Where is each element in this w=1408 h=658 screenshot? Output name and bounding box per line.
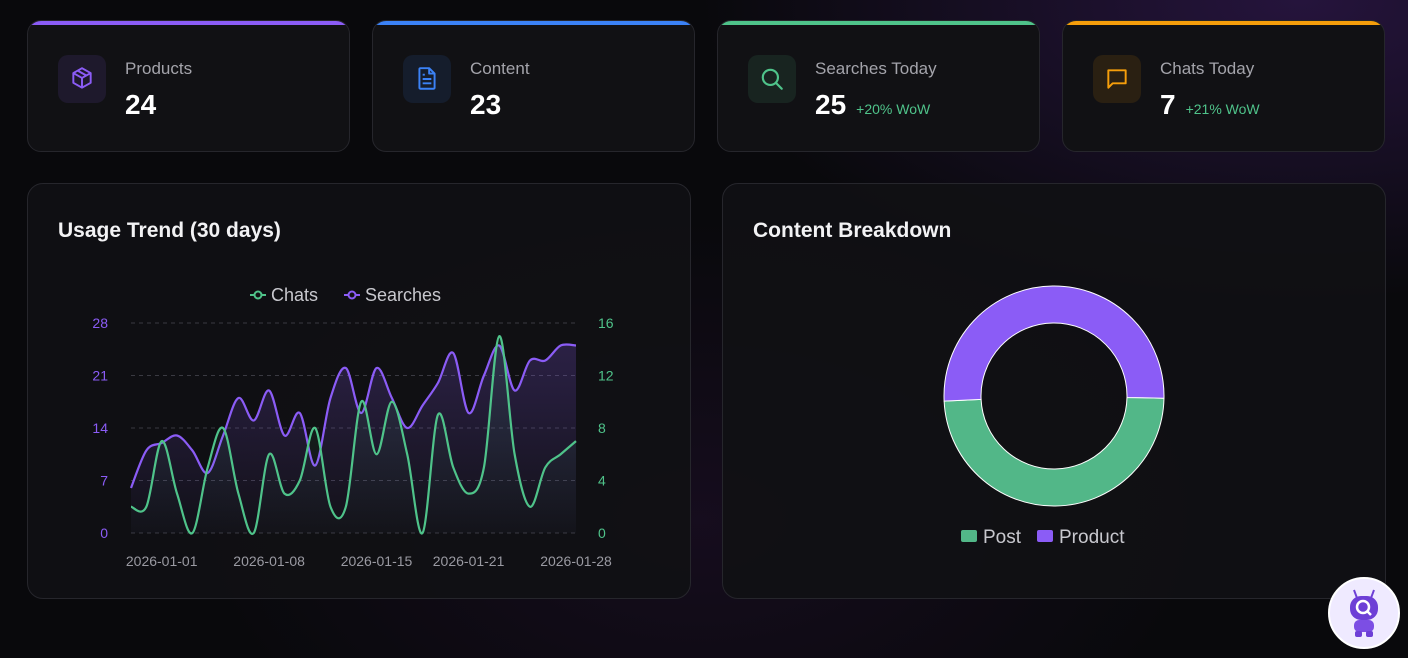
- card-accent-bar: [28, 21, 349, 25]
- legend-marker-icon: [347, 290, 357, 300]
- x-axis-tick: 2026-01-21: [433, 553, 505, 569]
- card-accent-bar: [718, 21, 1039, 25]
- content-breakdown-panel: Content Breakdown Post Product: [722, 183, 1386, 599]
- x-axis-tick: 2026-01-28: [540, 553, 612, 569]
- searches-area: [131, 344, 576, 533]
- left-axis-tick: 0: [100, 525, 108, 541]
- card-icon-box: [58, 55, 106, 103]
- card-label: Content: [470, 59, 530, 78]
- stat-card-chats-today: Chats Today 7 +21% WoW: [1062, 20, 1385, 152]
- left-axis-tick: 21: [92, 368, 108, 384]
- x-axis-tick: 2026-01-15: [341, 553, 413, 569]
- legend-product[interactable]: Product: [1059, 527, 1125, 548]
- slice-post[interactable]: [943, 396, 1165, 507]
- card-value: 24: [125, 89, 157, 120]
- legend-searches[interactable]: Searches: [365, 285, 441, 305]
- content-breakdown-title: Content Breakdown: [753, 219, 952, 242]
- slice-product[interactable]: [943, 285, 1165, 402]
- card-icon-box: [1093, 55, 1141, 103]
- right-axis-tick: 12: [598, 368, 614, 384]
- right-axis-tick: 4: [598, 473, 606, 489]
- chats-line: [130, 335, 577, 536]
- legend-chats[interactable]: Chats: [271, 285, 318, 305]
- right-axis-tick: 16: [598, 315, 614, 331]
- card-accent-bar: [1063, 21, 1384, 25]
- card-icon-box: [403, 55, 451, 103]
- usage-trend-panel: Usage Trend (30 days) 0 7 14 21 28 0 4 8 12 16 202…: [27, 183, 691, 599]
- left-axis-tick: 14: [92, 420, 108, 436]
- robot-search-icon: [1350, 589, 1378, 637]
- card-value: 23: [470, 89, 502, 120]
- card-value: 7: [1160, 89, 1176, 120]
- chat-icon: [1107, 69, 1127, 89]
- stat-card-content: Content 23: [372, 20, 695, 152]
- right-axis-tick: 0: [598, 525, 606, 541]
- card-accent-bar: [373, 21, 694, 25]
- left-axis-tick: 28: [92, 315, 108, 331]
- assistant-button[interactable]: [1328, 577, 1400, 649]
- week-over-week-change: +21% WoW: [1185, 101, 1260, 117]
- legend-swatch-icon: [961, 530, 977, 542]
- card-value: 25: [815, 89, 847, 120]
- card-label: Products: [125, 59, 193, 78]
- week-over-week-change: +20% WoW: [856, 101, 931, 117]
- search-icon: [761, 68, 783, 90]
- stat-card-products: Products 24: [27, 20, 350, 152]
- package-icon: [72, 67, 92, 89]
- chats-area: [131, 336, 576, 534]
- content-breakdown-chart: Post Product: [943, 285, 1165, 548]
- stat-card-searches-today: Searches Today 25 +20% WoW: [717, 20, 1040, 152]
- card-icon-box: [748, 55, 796, 103]
- legend-swatch-icon: [1037, 530, 1053, 542]
- card-label: Chats Today: [1160, 59, 1255, 78]
- document-icon: [418, 67, 436, 90]
- usage-trend-chart: 0 7 14 21 28 0 4 8 12 16 2026-01-01 2026-01-08 2026-…: [92, 285, 614, 569]
- right-axis-tick: 8: [598, 420, 606, 436]
- legend-marker-icon: [253, 290, 263, 300]
- card-label: Searches Today: [815, 59, 937, 78]
- x-axis-tick: 2026-01-01: [126, 553, 198, 569]
- left-axis-tick: 7: [100, 473, 108, 489]
- usage-trend-title: Usage Trend (30 days): [58, 219, 281, 242]
- x-axis-tick: 2026-01-08: [233, 553, 305, 569]
- legend-post[interactable]: Post: [983, 527, 1022, 548]
